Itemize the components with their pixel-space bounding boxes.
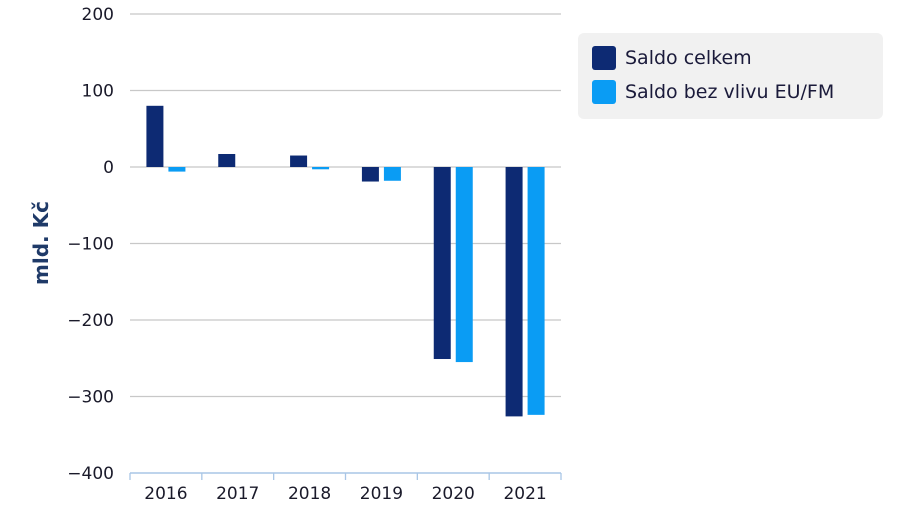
x-tick-label: 2017 <box>216 484 259 504</box>
gridlines <box>130 13 561 398</box>
bar-saldo-celkem-2018[interactable] <box>290 155 308 167</box>
legend-label: Saldo bez vlivu EU/FM <box>625 81 835 103</box>
y-axis-title: mld. Kč <box>29 201 53 285</box>
legend-item-saldo-celkem[interactable]: Saldo celkem <box>592 44 752 72</box>
bar-saldo-celkem-2021[interactable] <box>505 167 523 417</box>
bar-saldo-bez-vlivu-2019[interactable] <box>383 167 401 181</box>
x-tick-label: 2016 <box>144 484 187 504</box>
y-tick-label: −200 <box>67 311 114 331</box>
bar-saldo-celkem-2019[interactable] <box>361 167 379 182</box>
y-axis-ticks: 200 100 0 −100 −200 −300 −400 <box>67 5 114 484</box>
y-tick-label: 0 <box>103 158 114 178</box>
bar-saldo-bez-vlivu-2016[interactable] <box>168 167 186 172</box>
bar-saldo-bez-vlivu-2020[interactable] <box>455 167 473 363</box>
legend-item-saldo-bez-vlivu[interactable]: Saldo bez vlivu EU/FM <box>592 78 834 106</box>
x-tick-label: 2019 <box>360 484 403 504</box>
bar-saldo-celkem-2016[interactable] <box>146 105 164 167</box>
y-tick-label: 100 <box>82 82 114 102</box>
y-tick-label: 200 <box>82 5 114 25</box>
bar-saldo-celkem-2017[interactable] <box>218 153 236 167</box>
x-tick-label: 2021 <box>503 484 546 504</box>
legend: Saldo celkem Saldo bez vlivu EU/FM <box>578 33 883 119</box>
y-tick-label: −400 <box>67 464 114 484</box>
legend-label: Saldo celkem <box>625 47 752 69</box>
legend-swatch <box>592 80 616 104</box>
bars <box>146 105 545 417</box>
y-tick-label: −300 <box>67 388 114 408</box>
legend-swatch <box>592 46 616 70</box>
x-tick-label: 2018 <box>288 484 331 504</box>
x-tick-label: 2020 <box>432 484 475 504</box>
bar-saldo-bez-vlivu-2018[interactable] <box>312 167 330 170</box>
x-axis: 2016 2017 2018 2019 2020 2021 <box>129 472 562 504</box>
bar-saldo-celkem-2020[interactable] <box>433 167 451 360</box>
y-tick-label: −100 <box>67 235 114 255</box>
bar-saldo-bez-vlivu-2021[interactable] <box>527 167 545 415</box>
